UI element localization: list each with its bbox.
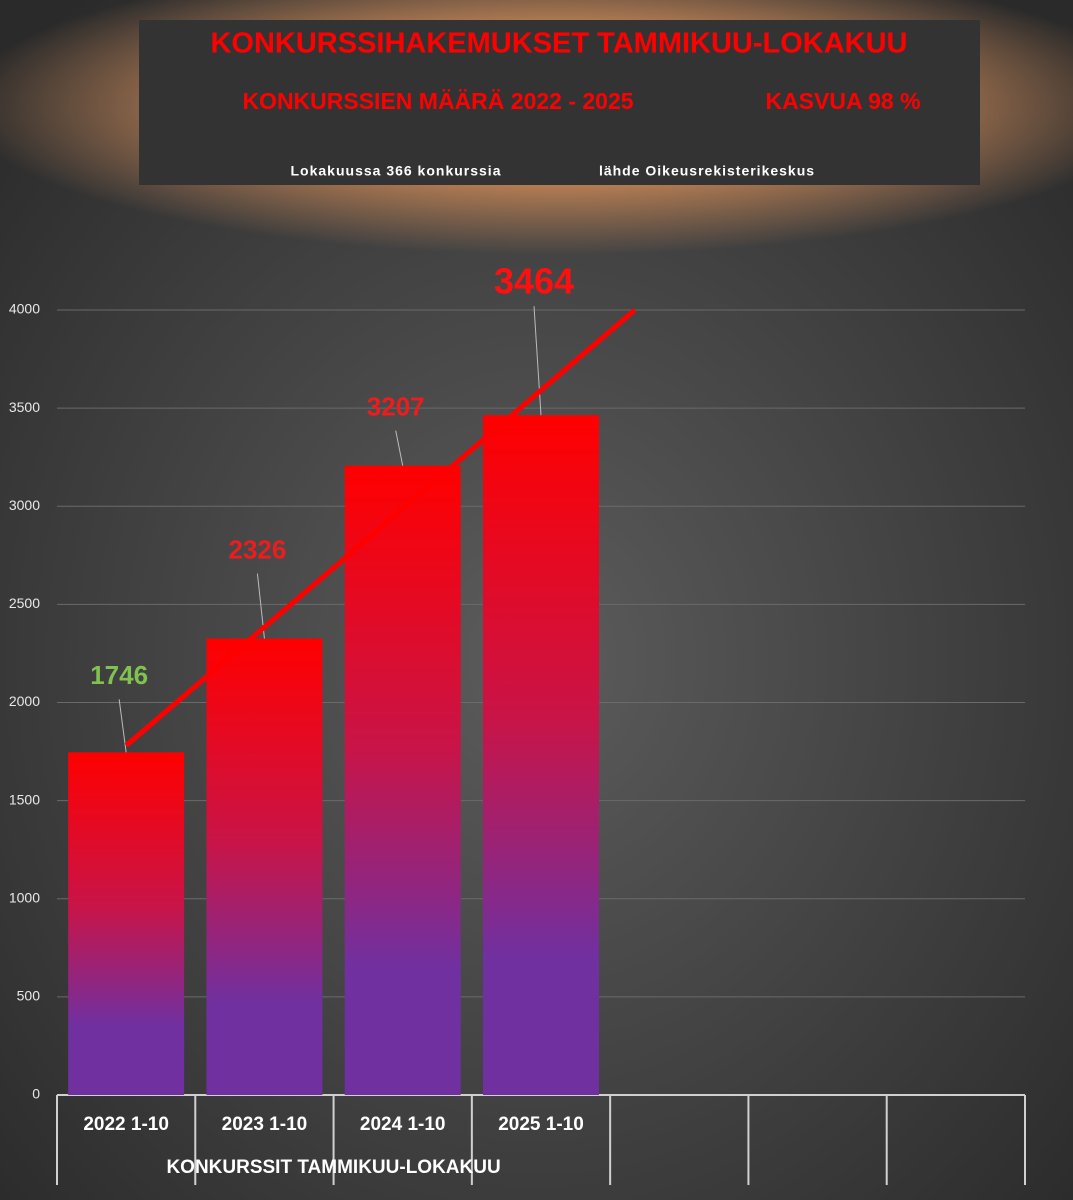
leader-line [533, 306, 542, 416]
x-tick-label: 2023 1-10 [222, 1114, 308, 1135]
leader-line [395, 430, 404, 466]
y-tick-label: 3000 [9, 497, 40, 513]
chart-title: KONKURSSIHAKEMUKSET TAMMIKUU-LOKAKUU [210, 28, 907, 60]
x-tick-label: 2025 1-10 [498, 1114, 584, 1135]
x-axis-label: KONKURSSIT TAMMIKUU-LOKAKUU [166, 1157, 500, 1178]
y-tick-label: 2000 [9, 693, 40, 709]
trendline [124, 308, 637, 748]
y-tick-label: 2500 [9, 595, 40, 611]
data-label: 3464 [494, 261, 574, 302]
data-label: 1746 [90, 660, 148, 690]
y-tick-label: 0 [32, 1086, 40, 1102]
y-tick-label: 4000 [9, 301, 40, 317]
data-label: 2326 [229, 534, 287, 564]
y-tick-label: 1000 [9, 889, 40, 905]
annotation: KASVUA 98 % [765, 88, 920, 114]
chart-subtitle: KONKURSSIEN MÄÄRÄ 2022 - 2025 [242, 88, 633, 114]
bar [483, 415, 599, 1095]
y-tick-label: 3500 [9, 399, 40, 415]
bar [206, 638, 323, 1095]
data-label: 3207 [367, 392, 425, 422]
title-box [139, 20, 980, 185]
annotation: Lokakuussa 366 konkurssia [291, 163, 502, 179]
annotation: lähde Oikeusrekisterikeskus [599, 163, 815, 179]
bar [68, 752, 185, 1095]
x-tick-label: 2024 1-10 [360, 1114, 446, 1135]
y-tick-label: 500 [17, 988, 41, 1004]
x-tick-label: 2022 1-10 [83, 1114, 169, 1135]
y-tick-label: 1500 [9, 791, 40, 807]
bar [344, 465, 461, 1096]
